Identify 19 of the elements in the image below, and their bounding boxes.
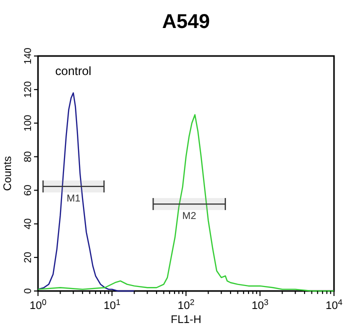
x-tick-label: 10$^{4}$ [326,298,343,312]
band-label: M2 [182,211,197,222]
x-tick-label: 10$^{3}$ [252,298,269,312]
x-tick-label: 10$^{0}$ [30,298,47,312]
y-tick-label: 40 [23,218,34,230]
x-axis-title: FL1-H [170,314,202,326]
y-tick-label: 80 [23,150,34,162]
y-tick-label: 60 [23,184,34,196]
y-tick-label: 20 [23,251,34,263]
x-tick-label: 10$^{2}$ [178,298,195,312]
chart-title: A549 [162,11,210,33]
y-axis-title: Counts [2,156,14,191]
y-tick-label: 0 [23,288,34,294]
y-tick-label: 120 [23,80,34,98]
band-label: M1 [66,193,81,204]
y-tick-label: 100 [23,114,34,132]
x-tick-label: 10$^{1}$ [104,298,121,312]
series-label: control [55,64,92,78]
y-tick-label: 140 [23,47,34,64]
